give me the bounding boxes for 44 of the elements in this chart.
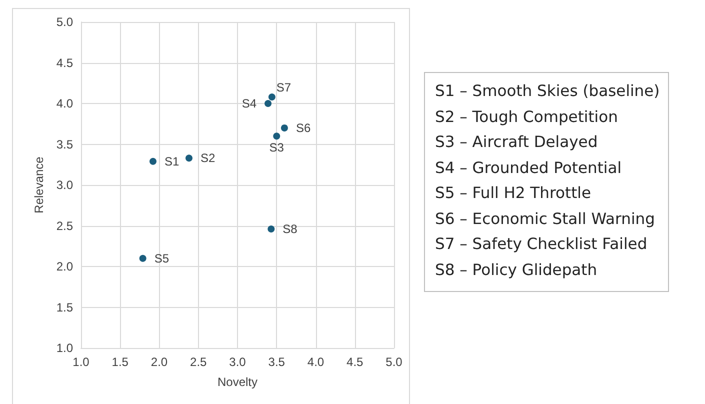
data-label: S4 [242,96,257,110]
y-tick-label: 3.5 [56,137,74,152]
y-tick-label: 2.5 [56,218,74,233]
y-tick-label: 1.0 [56,341,74,355]
y-tick-label: 4.0 [56,96,74,110]
data-label: S3 [269,140,284,155]
x-tick-label: 3.0 [229,355,246,369]
data-label: S6 [296,120,311,135]
y-tick-label: 3.0 [56,178,74,192]
text: S1 – Smooth Skies (baseline) [435,81,660,102]
text: S3 – Aircraft Delayed [435,132,599,153]
point [268,93,276,100]
text: S5 – Full H2 Throttle [435,183,592,204]
x-tick-label: 2.0 [150,355,168,369]
y-tick-label: 2.0 [56,260,74,274]
data-label: S7 [276,80,292,94]
y-tick-label: 5.0 [56,15,74,29]
point [273,132,280,140]
x-axis-title: Novelty [217,375,258,389]
data-label: S5 [154,251,170,266]
point [149,158,156,165]
point [264,100,272,107]
x-tick-label: 2.5 [190,355,208,369]
text: S4 – Grounded Potential [435,158,623,178]
x-tick-label: 3.5 [268,355,286,369]
y-axis-title: Relevance [32,156,46,214]
x-tick-label: 4.5 [346,355,364,369]
point [280,124,288,132]
point [268,226,275,233]
data-label: S2 [200,151,216,166]
x-tick-label: 5.0 [386,355,403,369]
point [139,254,146,262]
x-tick-label: 4.0 [307,355,324,369]
text: S7 – Safety Checklist Failed [435,234,648,255]
text: S6 – Economic Stall Warning [435,208,656,230]
data-label: S1 [164,154,180,168]
data-label: S8 [282,222,298,236]
x-tick-label: 1.0 [72,355,90,369]
y-tick-label: 4.5 [56,56,74,70]
point [185,154,192,162]
x-tick-label: 1.5 [112,355,129,369]
text: S2 – Tough Competition [435,106,619,128]
y-tick-label: 1.5 [56,300,74,314]
text: S8 – Policy Glidepath [435,260,598,280]
